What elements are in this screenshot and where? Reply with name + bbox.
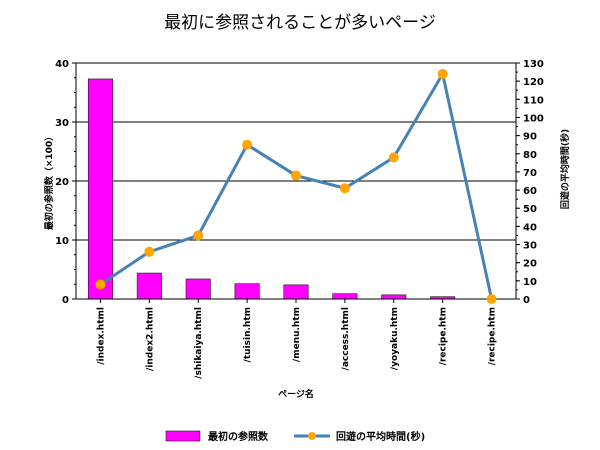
y-right-tick-label: 110	[523, 95, 544, 106]
bar	[381, 294, 407, 300]
bars	[87, 78, 456, 300]
bar	[234, 283, 260, 300]
y-right-tick-label: 50	[523, 204, 537, 215]
legend: 最初の参照数 回遊の平均時間(秒)	[165, 430, 425, 443]
series-point	[291, 170, 301, 181]
bar	[283, 284, 309, 300]
y-left-tick-label: 0	[62, 295, 69, 306]
bar	[136, 272, 162, 300]
x-tick-label: /shikaiya.html	[194, 307, 204, 379]
x-tick-label: /index.html	[96, 307, 106, 365]
y-left-tick-label: 40	[55, 59, 69, 70]
bar	[185, 278, 211, 300]
x-tick-label: /yoyaku.htm	[390, 307, 400, 370]
y-axis-left-label: 最初の参照数（×100）	[43, 132, 55, 230]
y-right-tick-label: 30	[523, 241, 537, 252]
y-left-tick-label: 20	[55, 177, 69, 188]
series-line	[99, 69, 494, 300]
y-right-tick-label: 70	[523, 168, 537, 179]
y-right-tick-label: 10	[523, 277, 537, 288]
x-tick-label: /menu.htm	[292, 307, 302, 362]
x-tick-label: /access.html	[341, 307, 351, 370]
y-right-tick-label: 60	[523, 186, 537, 197]
series-point	[144, 246, 155, 257]
series-point	[193, 230, 204, 241]
x-axis-label: ページ名	[278, 388, 314, 400]
right-ticks: 0 10 20 30 40 50 60 70 80 90 100 110 120 130	[516, 59, 544, 306]
y-left-tick-label: 10	[55, 236, 69, 247]
line-series	[95, 68, 497, 304]
x-tick-label: /recipe.htm	[439, 307, 449, 365]
legend-bar-label: 最初の参照数	[208, 430, 269, 443]
left-ticks: 0 10 20 30 40	[55, 59, 76, 306]
series-point	[486, 294, 497, 304]
legend-line-marker	[308, 432, 316, 440]
x-tick-label: /recipe.htm	[488, 307, 498, 365]
x-ticks: /index.html/index2.html/shikaiya.html/tu…	[96, 299, 498, 379]
y-right-tick-label: 40	[523, 222, 537, 233]
legend-bar-swatch	[165, 430, 201, 442]
y-right-tick-label: 100	[523, 113, 544, 124]
gridlines	[76, 62, 516, 241]
series-point	[339, 183, 350, 194]
x-tick-label: /tuisin.htm	[243, 307, 253, 362]
bar	[87, 78, 113, 300]
y-axis-right-label: 回遊の平均時間(秒)	[559, 129, 571, 209]
y-right-tick-label: 130	[523, 59, 544, 70]
series-point	[242, 139, 253, 150]
y-right-tick-label: 80	[523, 150, 537, 161]
series-point	[437, 68, 448, 79]
x-tick-label: /index2.html	[145, 307, 155, 371]
series-point	[388, 152, 399, 163]
legend-line-label: 回遊の平均時間(秒)	[336, 430, 425, 443]
y-right-tick-label: 120	[523, 77, 544, 88]
series-point	[95, 279, 106, 290]
y-right-tick-label: 0	[523, 295, 530, 306]
bar	[332, 293, 358, 300]
y-left-tick-label: 30	[55, 118, 69, 129]
y-right-tick-label: 90	[523, 132, 537, 143]
y-right-tick-label: 20	[523, 259, 537, 270]
chart-title: 最初に参照されることが多いページ	[164, 13, 436, 33]
